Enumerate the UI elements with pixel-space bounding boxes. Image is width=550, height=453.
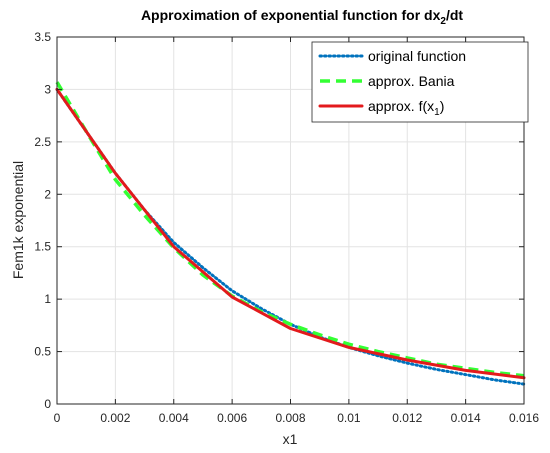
y-tick-label: 0 xyxy=(44,397,51,411)
legend-label-2: approx. Bania xyxy=(368,73,455,89)
x-tick-label: 0.008 xyxy=(275,411,305,425)
y-tick-label: 2.5 xyxy=(34,135,51,149)
legend-label-3: approx. f(x1) xyxy=(368,98,444,118)
y-axis-label: Fem1k exponential xyxy=(10,161,26,279)
y-tick-label: 2 xyxy=(44,187,51,201)
x-tick-label: 0.006 xyxy=(217,411,247,425)
legend-label-1: original function xyxy=(368,48,466,64)
x-tick-label: 0.004 xyxy=(159,411,189,425)
series-line-3 xyxy=(55,87,526,380)
y-tick-label: 3.5 xyxy=(34,30,51,44)
x-tick-label: 0.014 xyxy=(451,411,481,425)
series-lines xyxy=(55,81,526,386)
legend: original function approx. Bania approx. f(… xyxy=(311,41,529,123)
y-tick-label: 1 xyxy=(44,292,51,306)
x-tick-label: 0.01 xyxy=(337,411,361,425)
x-tick-label: 0.012 xyxy=(392,411,422,425)
x-tick-label: 0 xyxy=(54,411,61,425)
x-axis-label: x1 xyxy=(283,431,298,447)
x-tick-label: 0.002 xyxy=(100,411,130,425)
chart-title: Approximation of exponential function fo… xyxy=(141,7,463,27)
y-tick-label: 0.5 xyxy=(34,345,51,359)
x-tick-label: 0.016 xyxy=(509,411,539,425)
y-tick-label: 1.5 xyxy=(34,240,51,254)
y-tick-label: 3 xyxy=(44,82,51,96)
ticks: 0 0.002 0.004 0.006 0.008 0.01 0.012 0.014 0.016… xyxy=(34,30,539,425)
